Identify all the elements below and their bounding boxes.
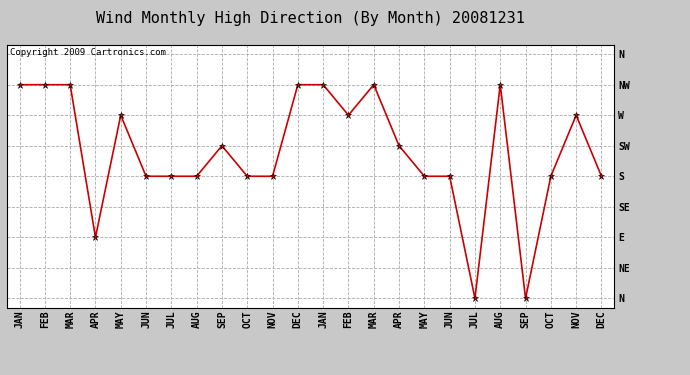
Text: Copyright 2009 Cartronics.com: Copyright 2009 Cartronics.com	[10, 48, 166, 57]
Text: Wind Monthly High Direction (By Month) 20081231: Wind Monthly High Direction (By Month) 2…	[96, 11, 525, 26]
